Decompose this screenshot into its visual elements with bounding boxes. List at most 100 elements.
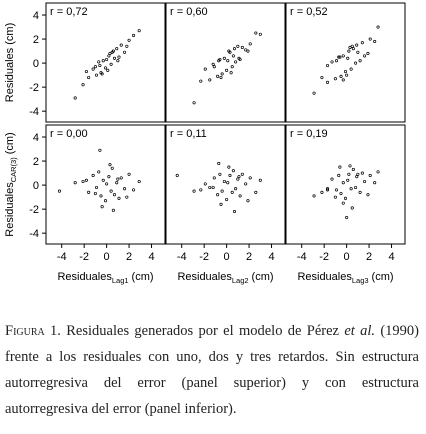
point <box>225 197 229 202</box>
point <box>216 74 220 78</box>
point <box>212 65 216 69</box>
point <box>238 194 242 198</box>
point <box>228 173 232 178</box>
y-tick-label: 4 <box>33 10 39 22</box>
point <box>226 59 230 63</box>
point <box>103 66 108 70</box>
point <box>87 190 91 194</box>
point <box>325 188 330 192</box>
point <box>338 165 342 169</box>
x-tick-label: 4 <box>148 251 154 263</box>
point <box>351 167 355 172</box>
point <box>100 205 104 209</box>
x-tick-label: 0 <box>224 251 230 263</box>
point <box>230 65 234 69</box>
point <box>373 39 377 44</box>
point <box>325 187 330 191</box>
point <box>226 181 230 185</box>
point <box>127 172 131 176</box>
point <box>103 199 108 203</box>
point <box>81 179 85 184</box>
point <box>234 187 238 191</box>
point <box>107 175 111 179</box>
point <box>208 185 212 190</box>
point <box>110 166 114 170</box>
point <box>101 59 105 63</box>
point <box>112 193 117 197</box>
x-label-unit: (cm) <box>132 271 154 283</box>
point <box>137 29 141 33</box>
point <box>248 176 252 180</box>
point <box>345 216 349 220</box>
point <box>231 54 235 58</box>
point <box>350 44 354 48</box>
point <box>111 49 115 53</box>
point <box>93 65 97 69</box>
point <box>341 78 345 82</box>
point <box>87 75 91 80</box>
point <box>81 83 85 87</box>
x-axis-label: ResidualesLag1 (cm) <box>57 271 153 285</box>
point <box>73 181 77 185</box>
point <box>244 182 248 186</box>
point <box>219 75 223 80</box>
x-axis-label: ResidualesLag2 (cm) <box>177 271 273 285</box>
point <box>123 50 127 54</box>
point <box>220 189 224 193</box>
point <box>111 208 115 212</box>
point <box>93 191 97 196</box>
point <box>208 78 212 82</box>
y-label-main: Residuales <box>4 182 16 237</box>
annotation: r = 0,52 <box>290 6 328 18</box>
x-tick-label: -4 <box>297 251 307 263</box>
point <box>312 91 316 95</box>
x-tick-label: 4 <box>388 251 394 263</box>
point <box>231 169 235 173</box>
point <box>230 190 234 194</box>
point <box>363 54 367 58</box>
point <box>347 49 351 53</box>
point <box>348 45 352 50</box>
point <box>358 59 362 63</box>
point <box>345 73 349 77</box>
point <box>91 67 95 71</box>
x-label-sub: Lag1 <box>112 276 129 285</box>
point <box>115 181 119 185</box>
point <box>258 32 262 36</box>
panel-frame <box>285 124 406 245</box>
point <box>356 172 360 176</box>
point <box>115 47 119 51</box>
point <box>333 77 337 81</box>
y-label-sub: CAR(3) <box>9 157 18 183</box>
point <box>98 63 102 68</box>
x-tick-label: -4 <box>177 251 187 263</box>
point <box>119 43 123 47</box>
point <box>98 148 102 152</box>
annotation: r = 0,00 <box>50 128 88 140</box>
point <box>354 61 358 65</box>
y-label-unit: (cm) <box>4 132 16 154</box>
y-tick-label: -2 <box>29 82 39 94</box>
point <box>312 194 316 198</box>
point <box>199 188 203 192</box>
point <box>232 209 237 214</box>
caption: Figura 1. Residuales generados por el mo… <box>5 318 419 422</box>
point <box>339 191 343 196</box>
point <box>217 161 221 166</box>
x-label-unit: (cm) <box>372 271 394 283</box>
point <box>346 56 350 60</box>
x-label-main: Residuales <box>177 271 232 283</box>
point <box>356 50 360 54</box>
point <box>106 68 110 72</box>
point <box>216 193 220 197</box>
point <box>236 44 240 48</box>
point <box>246 49 250 53</box>
point <box>343 196 348 200</box>
point <box>117 55 121 59</box>
x-tick-label: 4 <box>268 251 274 263</box>
point <box>109 189 113 193</box>
point <box>109 62 113 66</box>
point <box>240 172 244 176</box>
point <box>248 42 252 46</box>
point <box>105 182 109 186</box>
